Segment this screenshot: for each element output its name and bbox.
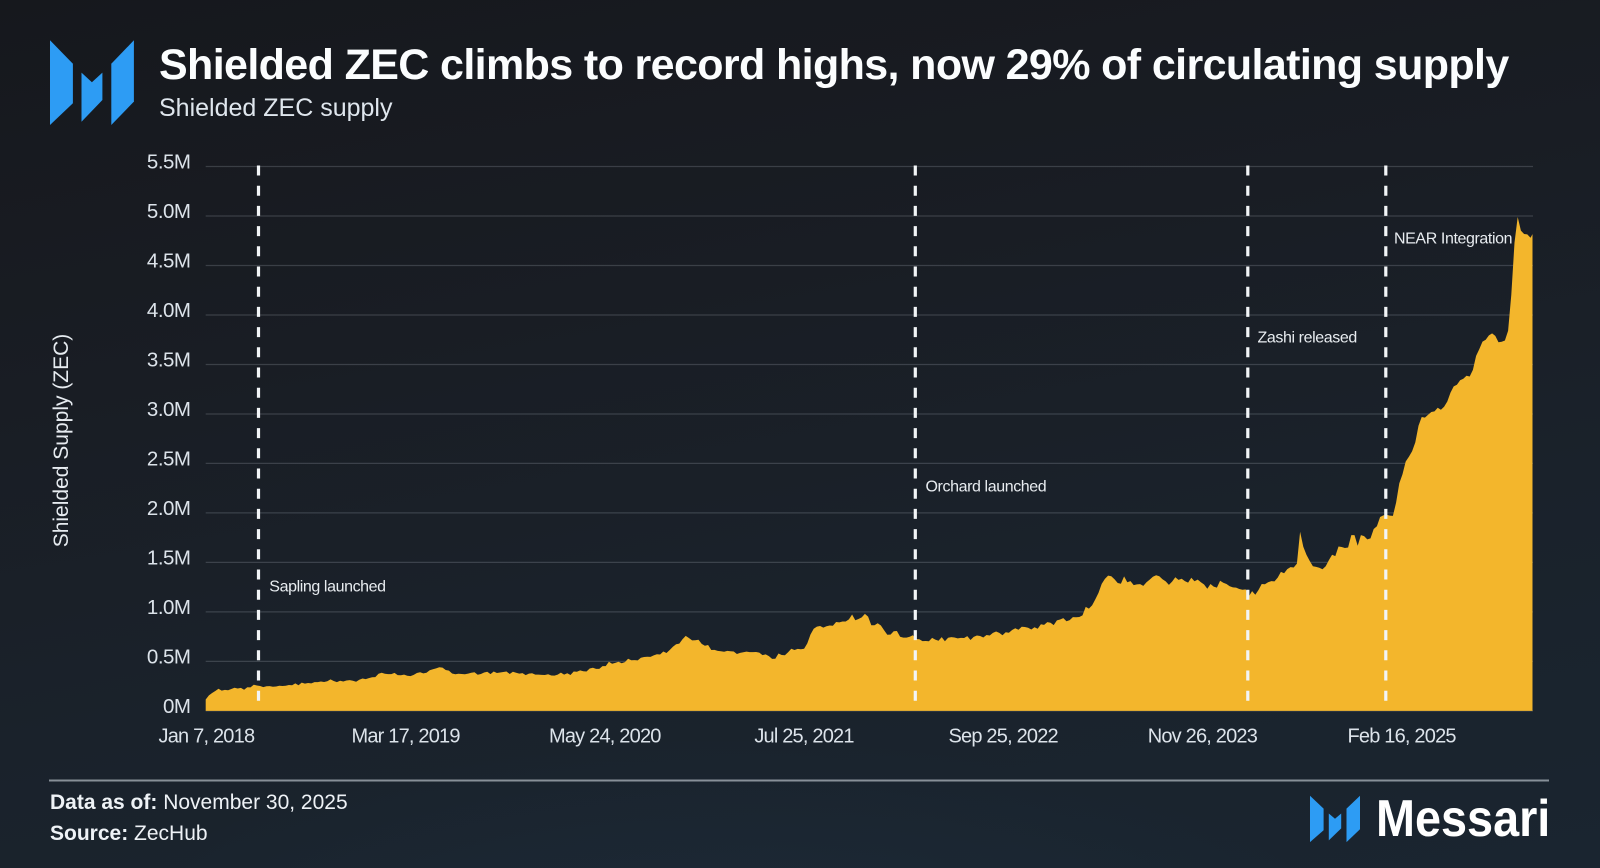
- svg-text:0M: 0M: [163, 695, 190, 718]
- svg-text:1.0M: 1.0M: [147, 596, 191, 619]
- svg-text:Jul 25, 2021: Jul 25, 2021: [754, 726, 854, 748]
- svg-text:2.5M: 2.5M: [147, 448, 191, 471]
- svg-text:1.5M: 1.5M: [147, 547, 191, 570]
- svg-text:Mar 17, 2019: Mar 17, 2019: [351, 726, 460, 748]
- svg-text:Orchard launched: Orchard launched: [926, 479, 1047, 496]
- svg-text:0.5M: 0.5M: [147, 646, 191, 669]
- svg-text:May 24, 2020: May 24, 2020: [549, 726, 661, 748]
- svg-text:Sapling launched: Sapling launched: [269, 579, 385, 596]
- svg-text:Zashi released: Zashi released: [1258, 330, 1357, 347]
- svg-text:2.0M: 2.0M: [147, 497, 191, 520]
- svg-text:Sep 25, 2022: Sep 25, 2022: [948, 726, 1058, 748]
- svg-text:3.0M: 3.0M: [147, 398, 191, 421]
- svg-text:Nov 26, 2023: Nov 26, 2023: [1148, 726, 1258, 748]
- svg-text:Feb 16, 2025: Feb 16, 2025: [1347, 726, 1456, 748]
- svg-text:Shielded Supply (ZEC): Shielded Supply (ZEC): [50, 334, 73, 548]
- svg-text:4.0M: 4.0M: [147, 299, 191, 322]
- svg-text:4.5M: 4.5M: [147, 250, 191, 273]
- svg-text:NEAR Integration: NEAR Integration: [1394, 231, 1512, 248]
- svg-text:5.0M: 5.0M: [147, 200, 191, 223]
- svg-text:Jan 7, 2018: Jan 7, 2018: [159, 726, 255, 748]
- svg-text:5.5M: 5.5M: [147, 151, 191, 174]
- svg-text:3.5M: 3.5M: [147, 349, 191, 372]
